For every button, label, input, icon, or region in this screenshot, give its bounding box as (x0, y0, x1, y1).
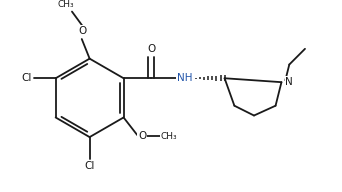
Text: Cl: Cl (21, 73, 31, 83)
Text: NH: NH (176, 73, 192, 83)
Text: N: N (286, 77, 293, 87)
Text: Cl: Cl (84, 161, 95, 170)
Text: O: O (79, 26, 87, 36)
Text: O: O (147, 44, 155, 54)
Text: CH₃: CH₃ (58, 0, 75, 9)
Text: CH₃: CH₃ (160, 132, 177, 141)
Text: O: O (138, 131, 146, 141)
